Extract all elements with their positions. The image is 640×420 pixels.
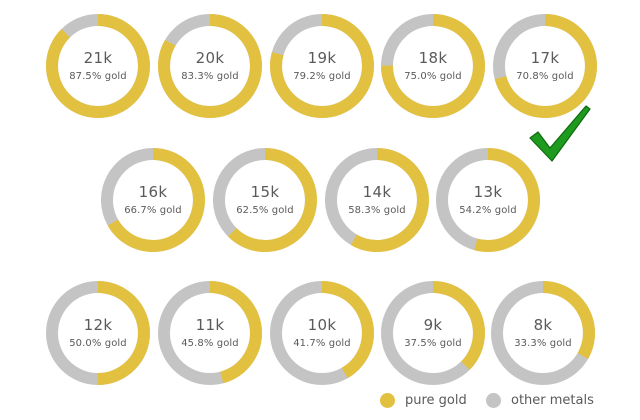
karat-label: 13k [473,182,503,201]
gold-percent-label: 54.2% gold [459,204,517,216]
donut-19k: 19k 79.2% gold [270,14,374,118]
donut-ring [158,14,262,118]
donut-15k: 15k 62.5% gold [213,148,317,252]
donut-11k: 11k 45.8% gold [158,281,262,385]
legend-item-pure-gold: pure gold [380,393,467,408]
karat-label: 15k [250,182,280,201]
donut-ring [493,14,597,118]
gold-percent-label: 41.7% gold [293,337,351,349]
donut-label: 16k 66.7% gold [101,148,205,252]
karat-label: 19k [307,48,337,67]
karat-label: 20k [195,48,225,67]
karat-label: 11k [195,315,225,334]
karat-label: 18k [418,48,448,67]
donut-18k: 18k 75.0% gold [381,14,485,118]
donut-ring [270,281,374,385]
donut-13k: 13k 54.2% gold [436,148,540,252]
donut-label: 13k 54.2% gold [436,148,540,252]
donut-ring [46,14,150,118]
donut-21k: 21k 87.5% gold [46,14,150,118]
donut-label: 15k 62.5% gold [213,148,317,252]
gold-percent-label: 37.5% gold [404,337,462,349]
legend-item-other-metals: other metals [486,393,594,408]
donut-16k: 16k 66.7% gold [101,148,205,252]
donut-ring [381,14,485,118]
gold-percent-label: 62.5% gold [236,204,294,216]
donut-ring [325,148,429,252]
donut-label: 21k 87.5% gold [46,14,150,118]
checkmark-icon [529,105,591,162]
donut-ring [381,281,485,385]
donut-20k: 20k 83.3% gold [158,14,262,118]
donut-12k: 12k 50.0% gold [46,281,150,385]
karat-label: 12k [83,315,113,334]
donut-label: 12k 50.0% gold [46,281,150,385]
donut-label: 8k 33.3% gold [491,281,595,385]
karat-label: 10k [307,315,337,334]
donut-label: 10k 41.7% gold [270,281,374,385]
donut-ring [436,148,540,252]
karat-label: 9k [423,315,443,334]
donut-8k: 8k 33.3% gold [491,281,595,385]
gold-percent-label: 75.0% gold [404,70,462,82]
gold-percent-label: 58.3% gold [348,204,406,216]
karat-label: 16k [138,182,168,201]
donut-ring [158,281,262,385]
karat-label: 17k [530,48,560,67]
other-swatch-icon [486,393,501,408]
gold-swatch-icon [380,393,395,408]
donut-ring [491,281,595,385]
donut-label: 18k 75.0% gold [381,14,485,118]
gold-percent-label: 33.3% gold [514,337,572,349]
legend-label-other: other metals [511,393,594,408]
gold-percent-label: 50.0% gold [69,337,127,349]
gold-percent-label: 66.7% gold [124,204,182,216]
gold-percent-label: 83.3% gold [181,70,239,82]
donut-9k: 9k 37.5% gold [381,281,485,385]
donut-17k: 17k 70.8% gold [493,14,597,118]
donut-ring [46,281,150,385]
donut-ring [213,148,317,252]
gold-percent-label: 45.8% gold [181,337,239,349]
donut-14k: 14k 58.3% gold [325,148,429,252]
gold-percent-label: 87.5% gold [69,70,127,82]
karat-label: 14k [362,182,392,201]
donut-label: 20k 83.3% gold [158,14,262,118]
karat-label: 21k [83,48,113,67]
donut-ring [101,148,205,252]
donut-label: 17k 70.8% gold [493,14,597,118]
gold-percent-label: 79.2% gold [293,70,351,82]
donut-label: 19k 79.2% gold [270,14,374,118]
donut-10k: 10k 41.7% gold [270,281,374,385]
donut-label: 14k 58.3% gold [325,148,429,252]
legend-label-gold: pure gold [405,393,467,408]
gold-percent-label: 70.8% gold [516,70,574,82]
donut-label: 11k 45.8% gold [158,281,262,385]
donut-label: 9k 37.5% gold [381,281,485,385]
donut-ring [270,14,374,118]
karat-label: 8k [533,315,553,334]
